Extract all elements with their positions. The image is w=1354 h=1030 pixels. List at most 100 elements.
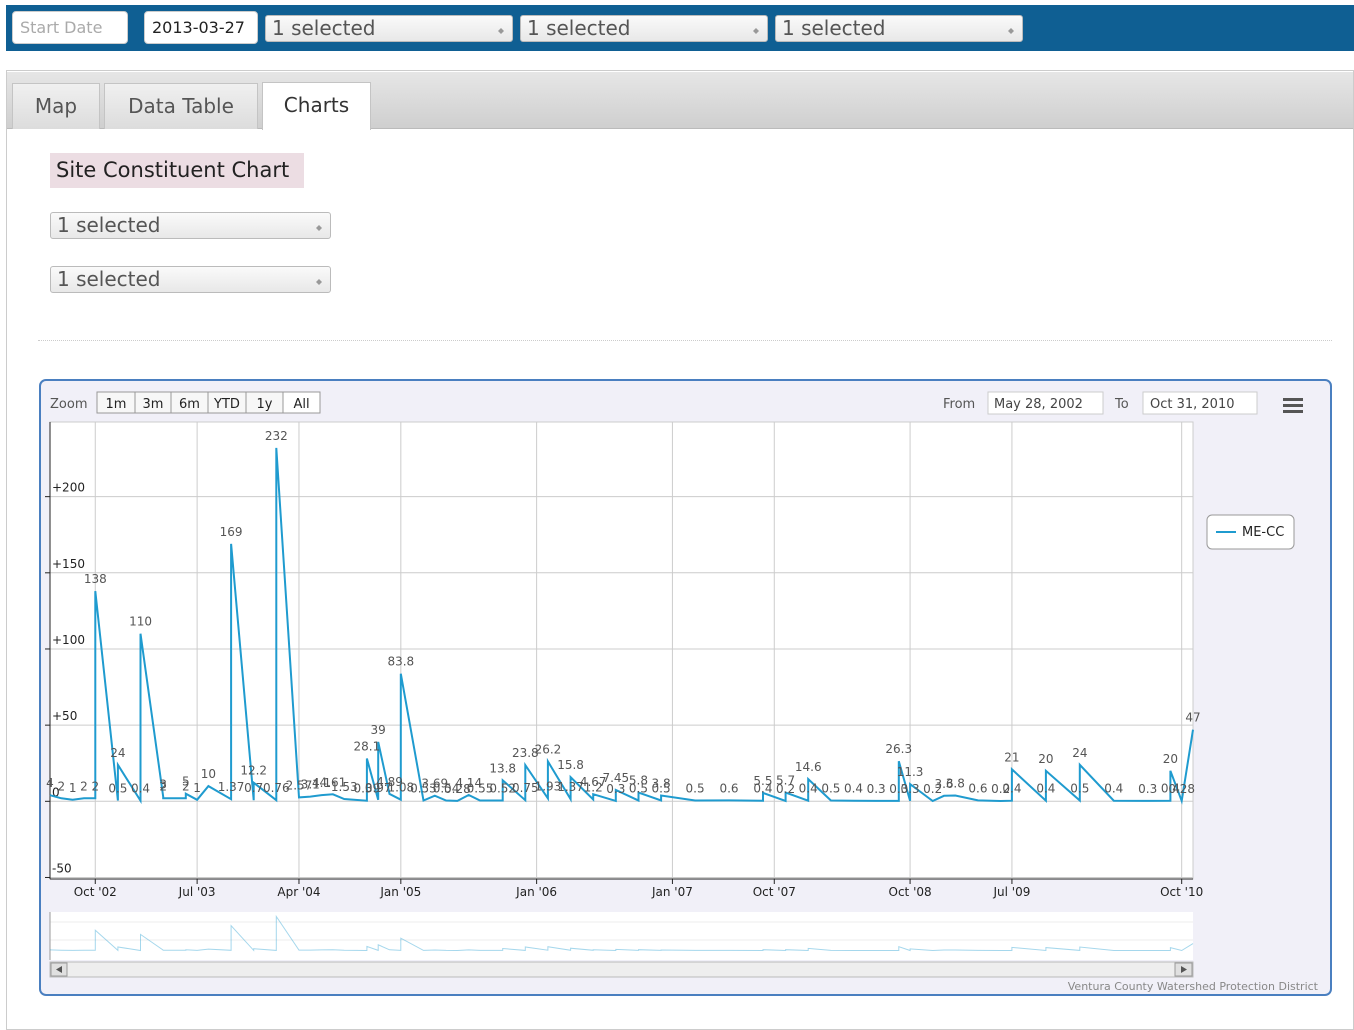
select[interactable]: 1 selected [520,15,768,42]
data-label: 47 [1185,711,1200,725]
data-label: 2 [182,779,190,793]
y-tick-label: +100 [52,633,85,647]
x-tick-label: Jul '03 [178,885,216,899]
data-label: 0.3 [606,782,625,796]
select[interactable]: 1 selected [50,212,331,239]
zoom-button-label[interactable]: YTD [213,397,240,412]
x-tick-label: Oct '02 [74,885,117,899]
select[interactable]: 1 selected [775,15,1023,42]
from-value[interactable]: May 28, 2002 [994,397,1083,412]
data-label: 4.89 [376,775,403,789]
data-label: 13.8 [489,761,516,775]
y-tick-label: +50 [52,709,77,723]
data-label: 2 [57,779,65,793]
data-label: 1.93 [535,779,562,793]
data-label: 1 [193,781,201,795]
menu-icon[interactable] [1283,398,1303,413]
data-label: 2.57 [286,778,313,792]
series-line [49,447,1194,805]
legend-label[interactable]: ME-CC [1242,525,1284,540]
data-label: 0.5 [652,782,671,796]
y-tick-label: -50 [52,861,72,875]
x-tick-label: Jan '06 [515,885,557,899]
x-tick-label: Oct '07 [753,885,796,899]
panel-title: Site Constituent Chart [50,153,304,188]
data-label: 11.3 [897,765,924,779]
y-tick-label: 0 [52,785,60,799]
start-date-input[interactable]: Start Date [12,11,128,44]
data-label: 1.2 [584,780,603,794]
data-label: 169 [220,525,243,539]
tab[interactable]: Data Table [104,83,258,129]
data-label: 0.2 [776,782,795,796]
from-input[interactable] [987,391,1104,415]
zoom-button-label[interactable]: 6m [179,397,200,412]
data-label: 0.4 [799,782,818,796]
data-label: 21 [1004,750,1019,764]
data-label: 4.61 [320,775,347,789]
data-label: 0.4 [1002,782,1021,796]
y-tick-label: +150 [52,557,85,571]
data-label: 0.5 [108,782,127,796]
to-value[interactable]: Oct 31, 2010 [1150,397,1235,412]
data-label: 14.6 [795,760,822,774]
data-label: 232 [265,429,288,443]
data-label: 0.39 [354,782,381,796]
data-label: 2 [80,779,88,793]
data-label: 0.75 [512,781,539,795]
zoom-button-label[interactable]: All [293,397,309,412]
data-label: 1 [69,781,77,795]
end-date-input[interactable]: 2013-03-27 [144,11,258,44]
to-input[interactable] [1142,391,1258,415]
data-label: 12.2 [240,764,267,778]
from-label: From [943,397,975,412]
data-label: 0.52 [489,782,516,796]
data-label: 0.4 [131,782,150,796]
arrow [56,966,62,973]
zoom-button-label[interactable]: 3m [143,397,164,412]
data-label: 0.5 [686,782,705,796]
x-tick-label: Apr '04 [277,885,320,899]
select[interactable]: 1 selected [50,266,331,293]
data-label: 24 [110,746,125,760]
data-label: 39 [371,723,386,737]
data-label: 0.4 [844,782,863,796]
data-label: 4 [46,776,54,790]
data-label: 0.55 [467,781,494,795]
data-label: 0.7 [244,781,263,795]
data-label: 0.76 [263,781,290,795]
data-label: 110 [129,615,152,629]
data-label: 7.45 [602,771,629,785]
data-label: 0.3 [889,782,908,796]
scrollbar[interactable] [49,961,1194,978]
zoom-button[interactable] [282,391,321,414]
data-label: 3.69 [421,777,448,791]
data-label: 4.1 [312,776,331,790]
navigator-line [49,914,1194,952]
data-label: 0.28 [444,782,471,796]
data-label: 0.3 [867,782,886,796]
data-label: 0.2 [991,782,1010,796]
data-label: 2 [91,779,99,793]
data-label: 0.4 [1036,782,1055,796]
data-label: 5 [182,775,190,789]
data-label: 3.6 [934,777,953,791]
data-label: 3.8 [946,777,965,791]
zoom-button-label[interactable]: 1m [106,397,127,412]
data-label: 0.53 [410,782,437,796]
arrow [1181,966,1187,973]
y-tick-label: +200 [52,481,85,495]
tab[interactable]: Map [12,83,100,129]
to-label: To [1114,397,1129,412]
data-label: 0.5 [629,782,648,796]
tab-active[interactable]: Charts [262,82,371,130]
data-label: 0.5 [1070,782,1089,796]
select[interactable]: 1 selected [265,15,513,42]
data-label: 0.28 [1168,782,1195,796]
data-label: 83.8 [387,655,414,669]
data-label: 3.1 [301,778,320,792]
zoom-label: Zoom [50,397,87,412]
data-label: 0.54 [433,781,460,795]
zoom-button-label[interactable]: 1y [257,397,273,412]
